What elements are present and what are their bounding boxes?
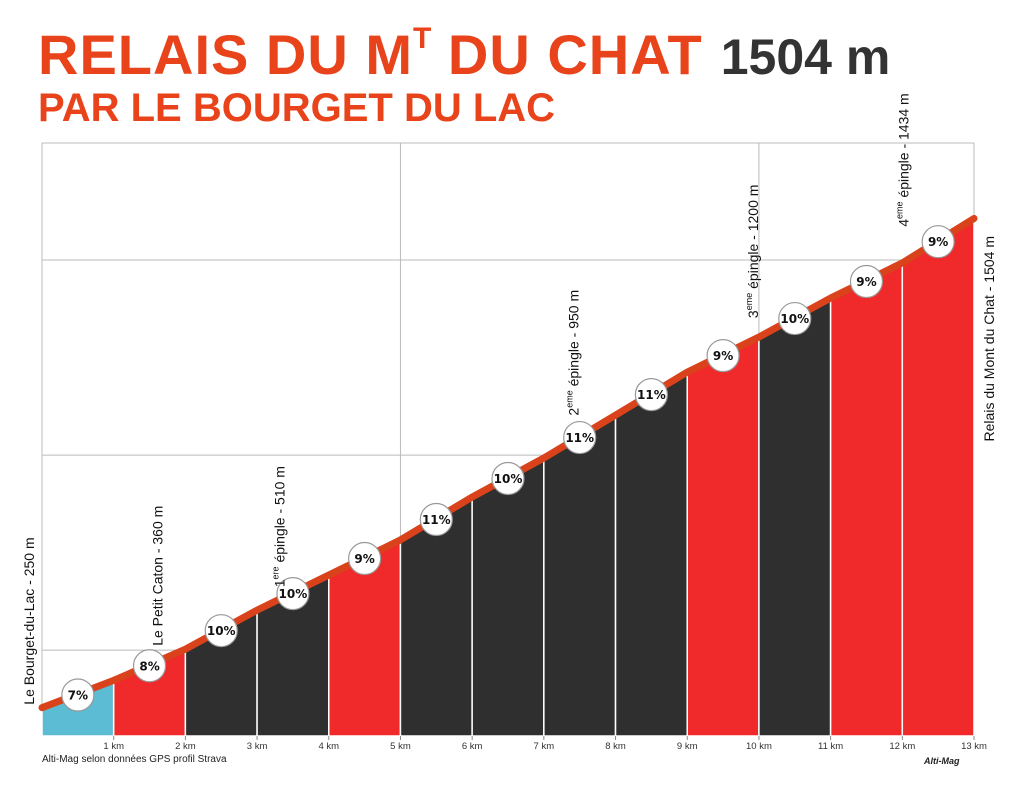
grade-badge bbox=[706, 339, 740, 373]
grade-badge bbox=[348, 541, 382, 576]
grade-label: 10% bbox=[780, 312, 809, 326]
chart-title: RELAIS DU MT DU CHAT 1504 m bbox=[38, 22, 890, 86]
grade-badge bbox=[132, 649, 167, 683]
annotation-text: épingle - 510 m bbox=[272, 466, 288, 566]
grade-label: 7% bbox=[68, 689, 88, 703]
x-tick-label: 4 km bbox=[318, 741, 339, 752]
grade-badge bbox=[204, 614, 238, 648]
annotation-text: épingle - 1434 m bbox=[895, 93, 911, 201]
title-altitude: 1504 m bbox=[720, 29, 891, 85]
grade-badge bbox=[419, 502, 453, 537]
grade-segment bbox=[686, 336, 760, 737]
title-main-rest: DU CHAT bbox=[431, 23, 703, 86]
grade-label: 11% bbox=[422, 513, 451, 527]
grade-segment bbox=[758, 297, 832, 737]
grade-badge bbox=[563, 420, 597, 455]
x-tick-label: 10 km bbox=[746, 741, 772, 752]
grade-label: 10% bbox=[279, 587, 308, 601]
x-tick-label: 12 km bbox=[889, 741, 915, 752]
title-main: RELAIS DU M bbox=[38, 23, 413, 86]
x-tick-label: 2 km bbox=[175, 741, 196, 752]
grade-label: 11% bbox=[637, 388, 666, 402]
title-superscript: T bbox=[413, 22, 432, 55]
annotation-number: 3 bbox=[745, 310, 761, 318]
grade-badge bbox=[921, 225, 955, 259]
annotation-text: épingle - 950 m bbox=[566, 290, 582, 390]
grade-segment bbox=[829, 262, 904, 737]
grade-label: 9% bbox=[856, 275, 876, 289]
x-tick-label: 5 km bbox=[390, 741, 411, 752]
grade-segment bbox=[471, 457, 545, 737]
x-tick-label: 7 km bbox=[534, 741, 555, 752]
grade-label: 10% bbox=[207, 624, 236, 638]
annotation-superscript: ere bbox=[271, 566, 281, 579]
grade-label: 9% bbox=[928, 235, 948, 249]
milestone-annotation: Relais du Mont du Chat - 1504 m bbox=[981, 236, 997, 441]
grade-segment bbox=[901, 218, 975, 737]
milestone-annotation: 3eme épingle - 1200 m bbox=[744, 185, 761, 319]
x-tick-label: 6 km bbox=[462, 741, 483, 752]
grade-badge bbox=[61, 678, 95, 712]
grade-segment bbox=[614, 371, 688, 737]
x-tick-label: 13 km bbox=[961, 741, 987, 752]
annotation-number: 1 bbox=[272, 579, 288, 587]
milestone-annotation: 4eme épingle - 1434 m bbox=[894, 93, 911, 227]
annotation-text: épingle - 1200 m bbox=[745, 185, 761, 293]
chart-subtitle: PAR LE BOURGET DU LAC bbox=[38, 86, 556, 130]
grade-label: 11% bbox=[565, 431, 594, 445]
grade-badge bbox=[276, 577, 310, 611]
annotation-superscript: eme bbox=[565, 390, 575, 408]
grade-label: 10% bbox=[494, 472, 523, 486]
annotation-superscript: eme bbox=[744, 293, 754, 311]
x-tick-label: 3 km bbox=[247, 741, 268, 752]
data-credit: Alti-Mag selon données GPS profil Strava bbox=[42, 754, 227, 765]
brand-logo-text: Alti-Mag bbox=[924, 756, 960, 766]
grade-badge bbox=[849, 264, 884, 299]
annotation-number: 4 bbox=[895, 219, 911, 227]
grade-label: 9% bbox=[713, 349, 733, 363]
x-tick-label: 1 km bbox=[103, 741, 124, 752]
grade-segment bbox=[543, 414, 617, 737]
milestone-annotation: 1ere épingle - 510 m bbox=[271, 466, 288, 587]
grade-badge bbox=[491, 461, 525, 496]
milestone-annotation: Le Bourget-du-Lac - 250 m bbox=[21, 537, 37, 704]
grade-label: 9% bbox=[354, 552, 374, 566]
x-tick-label: 11 km bbox=[818, 741, 843, 752]
milestone-annotation: Le Petit Caton - 360 m bbox=[150, 506, 166, 646]
x-tick-label: 8 km bbox=[605, 741, 626, 752]
annotation-superscript: eme bbox=[894, 201, 904, 219]
annotation-number: 2 bbox=[566, 408, 582, 416]
grade-badge bbox=[778, 301, 812, 336]
milestone-annotation: 2eme épingle - 950 m bbox=[565, 290, 582, 416]
grade-label: 8% bbox=[139, 659, 159, 673]
x-tick-label: 9 km bbox=[677, 741, 698, 752]
grade-badge bbox=[634, 378, 668, 412]
